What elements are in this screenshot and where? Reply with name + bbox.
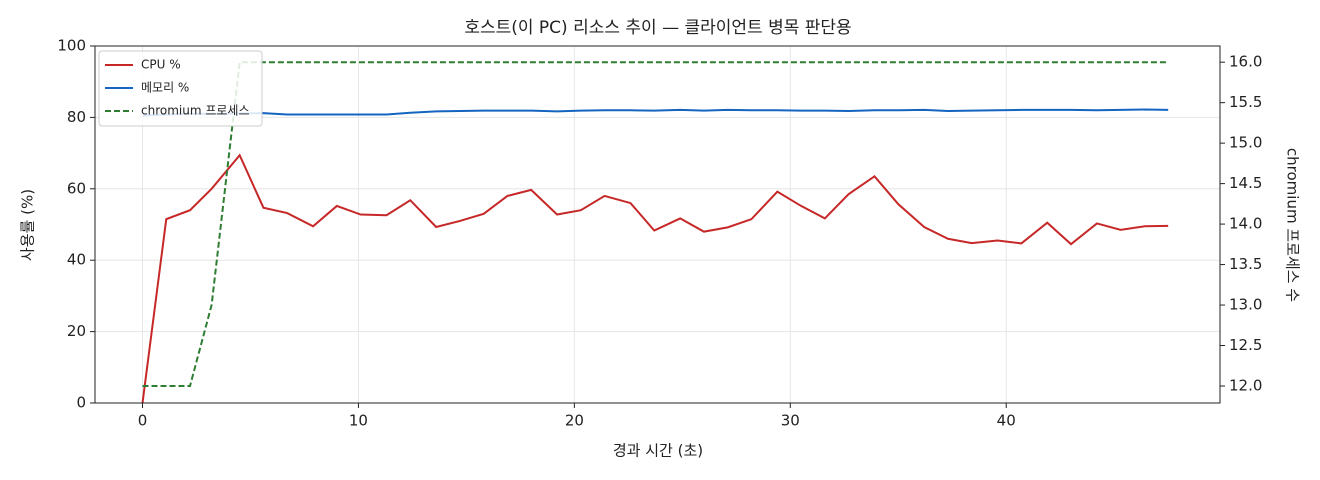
y2-tick-label: 16.0: [1229, 53, 1262, 71]
y2-tick-label: 12.0: [1229, 377, 1262, 395]
y2-tick-label: 13.0: [1229, 296, 1262, 314]
x-tick-label: 30: [781, 412, 800, 430]
y-tick-label: 20: [67, 322, 86, 340]
series-line: [141, 153, 1169, 404]
y-tick-label: 0: [76, 394, 86, 412]
y2-axis-label: chromium 프로세스 수: [1284, 148, 1302, 302]
y-axis-label: 사용률 (%): [19, 189, 37, 261]
y-tick-label: 100: [57, 37, 86, 55]
y-tick-label: 60: [67, 179, 86, 197]
legend-label: CPU %: [141, 58, 181, 72]
legend-label: chromium 프로세스: [141, 104, 250, 118]
y-tick-label: 80: [67, 108, 86, 126]
x-tick-label: 10: [349, 412, 368, 430]
y2-tick-label: 12.5: [1229, 336, 1262, 354]
y2-tick-label: 15.0: [1229, 134, 1262, 152]
y2-tick-label: 13.5: [1229, 255, 1262, 273]
y-tick-label: 40: [67, 251, 86, 269]
legend-box: [98, 50, 263, 127]
legend-label: 메모리 %: [141, 81, 189, 95]
x-axis-label: 경과 시간 (초): [613, 442, 703, 460]
y2-tick-label: 15.5: [1229, 93, 1262, 111]
y2-tick-label: 14.5: [1229, 174, 1262, 192]
x-tick-label: 20: [565, 412, 584, 430]
x-tick-label: 0: [138, 412, 148, 430]
plot-frame: [94, 45, 1221, 404]
series-line: [142, 108, 1169, 117]
chart-title: 호스트(이 PC) 리소스 추이 — 클라이언트 병목 판단용: [464, 18, 851, 38]
x-tick-label: 40: [997, 412, 1016, 430]
y2-tick-label: 14.0: [1229, 215, 1262, 233]
